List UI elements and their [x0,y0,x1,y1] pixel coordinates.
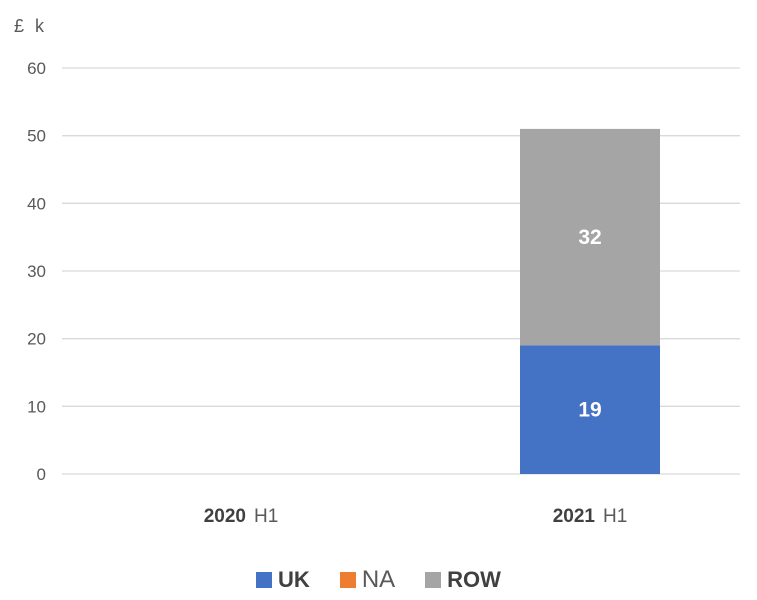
y-tick-label: 50 [27,127,46,146]
legend-label: ROW [447,567,501,592]
bars [520,128,660,474]
legend-swatch [256,572,273,588]
y-axis-unit-label: £ k [14,16,47,36]
legend: UK NA ROW [0,560,757,600]
x-category-label: 2020 H1 [204,506,279,527]
y-tick-label: 30 [27,262,46,281]
bar-segment-row [520,128,660,346]
y-axis-tick-labels: 0 10 20 30 40 50 60 [27,59,46,484]
y-tick-label: 20 [27,330,46,349]
data-label-uk: 19 [578,399,601,422]
legend-swatch [339,572,356,588]
legend-item-row: ROW [425,567,501,593]
y-tick-label: 10 [27,397,46,416]
x-axis-category-labels: 2020 H1 2021 H1 [204,506,628,527]
legend-item-uk: UK [256,567,310,593]
legend-swatch [425,572,442,588]
legend-label: NA [361,566,396,593]
y-tick-label: 60 [27,59,46,78]
y-tick-label: 0 [37,465,46,484]
y-tick-label: 40 [27,194,46,213]
data-label-row: 32 [578,226,601,249]
gridlines [62,67,740,475]
bar-segment-uk [520,345,660,474]
x-category-label: 2021 H1 [553,506,628,527]
legend-label: UK [278,567,310,592]
legend-item-na: NA [339,566,396,594]
